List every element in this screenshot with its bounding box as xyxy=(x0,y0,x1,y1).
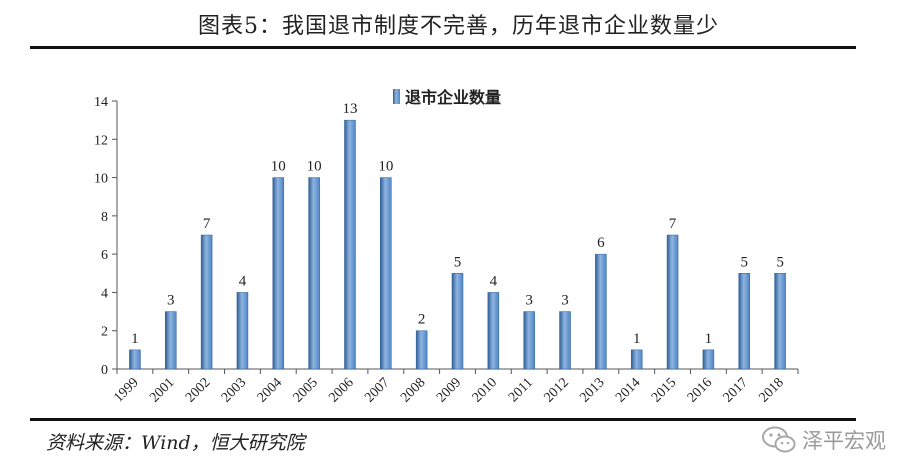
bar-1999 xyxy=(129,349,141,370)
top-rule xyxy=(30,46,856,49)
bar-2006 xyxy=(344,119,356,370)
legend-swatch xyxy=(393,89,400,104)
x-tick-label-2002: 2002 xyxy=(183,375,213,405)
y-tick-label: 2 xyxy=(101,325,108,340)
x-tick-label-2012: 2012 xyxy=(541,375,571,405)
bar-2001 xyxy=(165,311,177,370)
x-tick-label-2010: 2010 xyxy=(470,375,500,405)
bar-2009 xyxy=(451,273,464,370)
chart-title: 图表5：我国退市制度不完善，历年退市企业数量少 xyxy=(198,14,719,39)
data-label-2017: 5 xyxy=(740,254,748,270)
bar-2012 xyxy=(559,311,571,370)
data-label-1999: 1 xyxy=(131,331,139,347)
chart-bars xyxy=(129,119,786,370)
x-tick-label-2006: 2006 xyxy=(326,375,356,405)
bar-2005 xyxy=(308,177,320,370)
data-label-2010: 4 xyxy=(490,273,498,289)
y-tick-label: 0 xyxy=(101,363,108,378)
data-label-2002: 7 xyxy=(203,216,211,232)
bar-2017 xyxy=(738,273,750,370)
data-label-2014: 1 xyxy=(633,331,641,347)
x-tick-label-2007: 2007 xyxy=(362,375,392,405)
bar-2015 xyxy=(666,234,679,370)
bar-2013 xyxy=(595,253,607,370)
bar-2010 xyxy=(487,292,500,370)
data-label-2006: 13 xyxy=(342,101,357,117)
watermark: 泽平宏观 xyxy=(762,420,886,460)
bar-2003 xyxy=(236,292,249,370)
data-label-2016: 1 xyxy=(705,331,713,347)
y-tick-label: 4 xyxy=(101,286,108,301)
data-label-2013: 6 xyxy=(597,235,605,251)
x-tick-label-2005: 2005 xyxy=(291,375,321,405)
data-label-2011: 3 xyxy=(525,293,533,309)
data-label-2008: 2 xyxy=(418,312,426,328)
data-label-2003: 4 xyxy=(239,273,247,289)
bar-2007 xyxy=(380,177,392,370)
x-tick-label-2017: 2017 xyxy=(721,375,751,405)
wechat-icon xyxy=(762,426,796,453)
x-tick-label-2016: 2016 xyxy=(685,375,715,405)
data-label-2001: 3 xyxy=(167,293,175,309)
data-label-2018: 5 xyxy=(776,254,784,270)
bar-2018 xyxy=(774,273,786,370)
x-tick-label-2011: 2011 xyxy=(506,375,536,405)
x-tick-label-2018: 2018 xyxy=(757,375,787,405)
x-tick-label-2013: 2013 xyxy=(577,375,607,405)
data-label-2015: 7 xyxy=(669,216,677,232)
y-tick-label: 14 xyxy=(94,95,108,110)
y-tick-label: 6 xyxy=(101,248,108,263)
x-tick-label-2008: 2008 xyxy=(398,375,428,405)
y-tick-label: 8 xyxy=(101,210,108,225)
bar-2011 xyxy=(523,311,535,370)
bar-2016 xyxy=(702,349,715,370)
watermark-text: 泽平宏观 xyxy=(802,429,886,453)
x-tick-label-2009: 2009 xyxy=(434,375,464,405)
data-label-2009: 5 xyxy=(454,254,462,270)
x-tick-label-1999: 1999 xyxy=(111,375,141,405)
bar-2002 xyxy=(200,234,213,370)
x-tick-label-2004: 2004 xyxy=(255,375,285,405)
chart-legend: 退市企业数量 xyxy=(393,88,501,107)
y-tick-label: 12 xyxy=(94,133,108,148)
source-note: 资料来源：Wind，恒大研究院 xyxy=(46,432,305,454)
bar-2004 xyxy=(272,177,285,370)
x-tick-label-2014: 2014 xyxy=(613,375,643,405)
bar-2014 xyxy=(630,349,643,370)
legend-label-0: 退市企业数量 xyxy=(405,88,501,107)
data-label-2007: 10 xyxy=(378,159,393,175)
y-tick-label: 10 xyxy=(94,172,108,187)
data-label-2005: 10 xyxy=(307,159,322,175)
x-tick-label-2001: 2001 xyxy=(147,375,177,405)
data-label-2004: 10 xyxy=(271,159,286,175)
x-tick-label-2003: 2003 xyxy=(219,375,249,405)
x-tick-label-2015: 2015 xyxy=(649,375,679,405)
data-label-2012: 3 xyxy=(561,293,569,309)
bottom-rule xyxy=(30,418,856,421)
bar-2008 xyxy=(415,330,428,370)
